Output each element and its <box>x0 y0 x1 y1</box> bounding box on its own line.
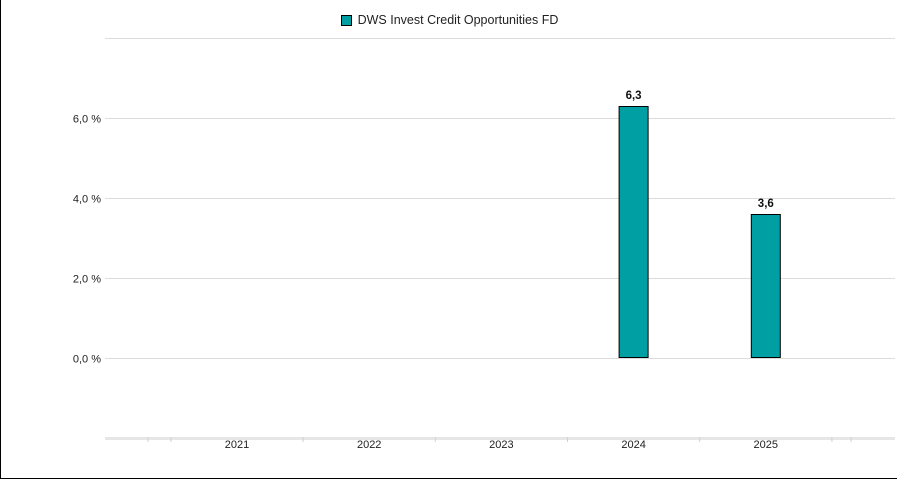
legend-label: DWS Invest Credit Opportunities FD <box>357 13 559 27</box>
x-tick-label: 2021 <box>225 439 249 451</box>
bar <box>618 106 649 358</box>
y-tick-label: 4,0 % <box>73 194 101 206</box>
legend: DWS Invest Credit Opportunities FD <box>0 13 899 27</box>
y-tick-label: 0,0 % <box>73 354 101 366</box>
bar <box>750 214 781 358</box>
data-label: 6,3 <box>626 90 642 102</box>
y-tick-label: 6,0 % <box>73 114 101 126</box>
x-tick-label: 2024 <box>621 439 645 451</box>
x-tick-label: 2022 <box>357 439 381 451</box>
x-tick-label: 2023 <box>489 439 513 451</box>
data-label: 3,6 <box>758 198 774 210</box>
x-axis-line <box>105 437 895 440</box>
y-tick-label: 2,0 % <box>73 274 101 286</box>
x-tick-label: 2025 <box>754 439 778 451</box>
legend-swatch <box>340 14 352 26</box>
